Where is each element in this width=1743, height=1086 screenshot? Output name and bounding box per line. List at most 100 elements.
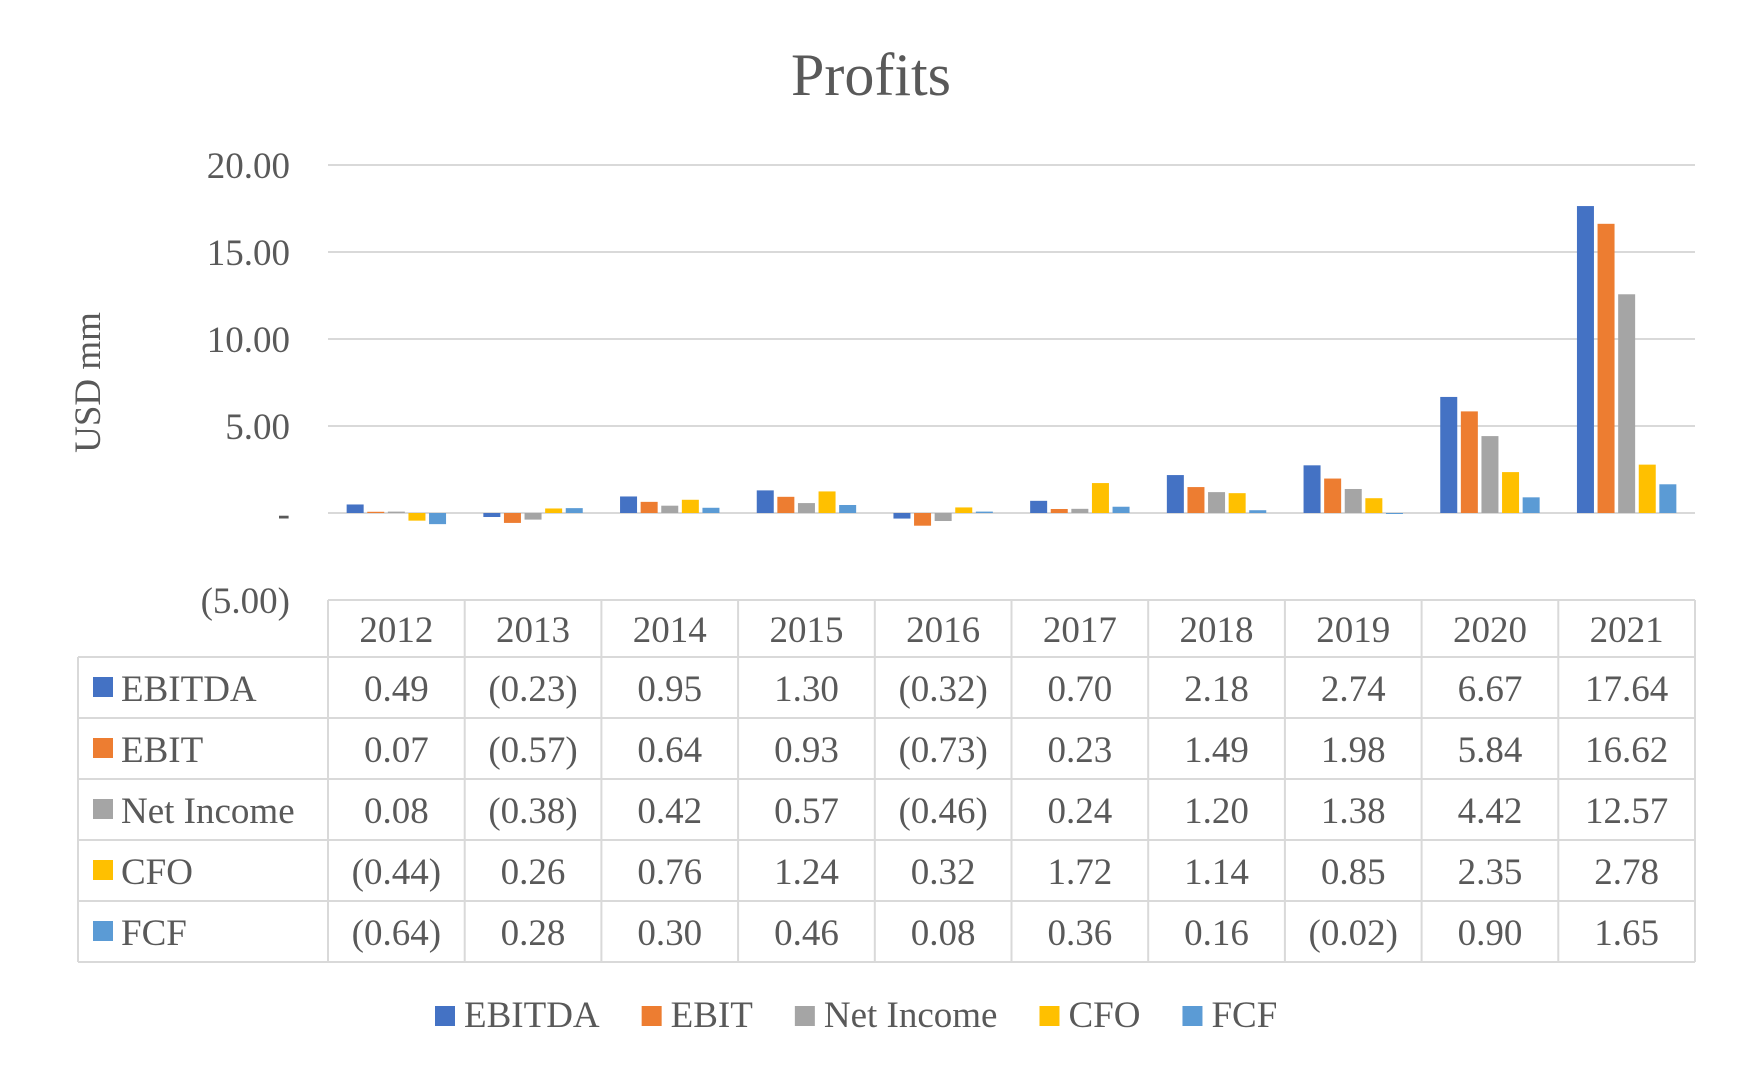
bar-cfo-2015 — [818, 491, 836, 513]
table-cell: 1.20 — [1184, 791, 1249, 832]
bar-ebit-2020 — [1460, 411, 1478, 513]
table-series-label: FCF — [121, 913, 187, 954]
legend-label: FCF — [1211, 995, 1277, 1036]
category-label: 2013 — [496, 610, 570, 651]
bar-fcf-2017 — [1112, 506, 1130, 513]
y-axis-ticks: 20.00 15.00 10.00 5.00 - (5.00) — [201, 146, 290, 622]
table-cell: 0.85 — [1321, 852, 1386, 893]
bar-ebitda-2017 — [1030, 500, 1048, 513]
bar-ebit-2015 — [777, 496, 795, 513]
bar-cfo-2016 — [955, 507, 973, 513]
legend-key — [794, 1006, 815, 1026]
bar-ebit-2014 — [640, 501, 658, 513]
table-series-label: EBITDA — [121, 669, 257, 710]
table-cell: 0.46 — [774, 913, 839, 954]
y-tick-label: - — [278, 494, 290, 535]
bar-fcf-2016 — [975, 511, 993, 513]
table-cell: 4.42 — [1458, 791, 1523, 832]
y-axis-label: USD mm — [68, 312, 109, 453]
bar-net-income-2018 — [1208, 492, 1226, 513]
table-cell: 0.49 — [364, 669, 429, 710]
legend-label: CFO — [1068, 995, 1140, 1036]
table-cell: 0.36 — [1047, 913, 1112, 954]
bar-ebitda-2018 — [1166, 475, 1184, 513]
legend-key — [435, 1006, 455, 1026]
table-cell: 17.64 — [1585, 669, 1668, 710]
table-cell: 12.57 — [1585, 791, 1668, 832]
table-cell: 0.95 — [637, 669, 702, 710]
legend-label: EBITDA — [464, 995, 600, 1036]
table-cell: 0.30 — [637, 913, 702, 954]
table-legend-key — [93, 921, 113, 941]
table-legend-key — [93, 677, 113, 697]
table-series-label: CFO — [121, 852, 193, 893]
category-label: 2020 — [1453, 610, 1527, 651]
table-cell: 0.70 — [1047, 669, 1112, 710]
y-tick-label: 15.00 — [207, 233, 290, 274]
chart-title: Profits — [791, 42, 951, 108]
table-cell: (0.73) — [898, 730, 987, 771]
table-cell: (0.02) — [1309, 913, 1398, 954]
legend-key — [1182, 1006, 1203, 1026]
legend-label: Net Income — [824, 995, 998, 1036]
table-cell: 2.18 — [1184, 669, 1249, 710]
table-cell: 0.08 — [911, 913, 976, 954]
bar-net-income-2020 — [1481, 436, 1499, 513]
bar-fcf-2019 — [1385, 513, 1403, 514]
y-tick-label: 10.00 — [207, 320, 290, 361]
bar-ebit-2018 — [1187, 487, 1205, 513]
bar-ebitda-2020 — [1440, 396, 1458, 513]
bar-fcf-2012 — [429, 513, 447, 525]
bar-net-income-2013 — [524, 513, 542, 520]
table-cell: 0.26 — [501, 852, 566, 893]
table-legend-key — [93, 860, 113, 880]
bars — [346, 206, 1677, 526]
table-cell: 0.08 — [364, 791, 429, 832]
bar-cfo-2013 — [545, 508, 563, 513]
table-cell: 0.28 — [501, 913, 566, 954]
table-cell: 1.30 — [774, 669, 839, 710]
table-cell: 2.74 — [1321, 669, 1386, 710]
table-cell: (0.23) — [488, 669, 577, 710]
bar-ebit-2016 — [914, 513, 932, 526]
data-table: 2012 2013 2014 2015 2016 2017 2018 2019 2020 2021… — [77, 599, 1696, 963]
bar-ebit-2019 — [1324, 478, 1342, 513]
table-cell: 5.84 — [1458, 730, 1523, 771]
y-tick-label: (5.00) — [201, 581, 290, 622]
bar-cfo-2012 — [408, 513, 426, 521]
bar-cfo-2020 — [1502, 472, 1520, 513]
category-label: 2016 — [906, 610, 980, 651]
table-cell: (0.44) — [352, 852, 441, 893]
table-cell: 0.57 — [774, 791, 839, 832]
table-cell: 0.23 — [1047, 730, 1112, 771]
table-cell: 1.49 — [1184, 730, 1249, 771]
table-series-label: Net Income — [121, 791, 295, 832]
table-series-label: EBIT — [121, 730, 203, 771]
table-cell: 1.72 — [1047, 852, 1112, 893]
y-tick-label: 5.00 — [225, 407, 290, 448]
bar-fcf-2014 — [702, 507, 720, 513]
bar-net-income-2019 — [1344, 488, 1362, 513]
table-cell: 0.07 — [364, 730, 429, 771]
bar-cfo-2014 — [681, 499, 699, 513]
bar-net-income-2021 — [1618, 294, 1636, 513]
category-label: 2015 — [769, 610, 843, 651]
table-cell: (0.64) — [352, 913, 441, 954]
legend: EBITDA EBIT Net Income CFO FCF — [435, 995, 1277, 1036]
table-cell: 16.62 — [1585, 730, 1668, 771]
bar-ebit-2012 — [367, 511, 385, 513]
table-cell: 1.38 — [1321, 791, 1386, 832]
category-label: 2017 — [1043, 610, 1117, 651]
table-cell: 2.78 — [1594, 852, 1659, 893]
table-cell: 0.16 — [1184, 913, 1249, 954]
category-label: 2021 — [1590, 610, 1664, 651]
bar-ebit-2013 — [503, 513, 521, 523]
bar-fcf-2015 — [839, 504, 857, 513]
bar-fcf-2018 — [1249, 510, 1267, 513]
table-cell: 0.64 — [637, 730, 702, 771]
table-cell: (0.32) — [898, 669, 987, 710]
table-cell: (0.57) — [488, 730, 577, 771]
category-label: 2019 — [1316, 610, 1390, 651]
legend-label: EBIT — [671, 995, 753, 1036]
